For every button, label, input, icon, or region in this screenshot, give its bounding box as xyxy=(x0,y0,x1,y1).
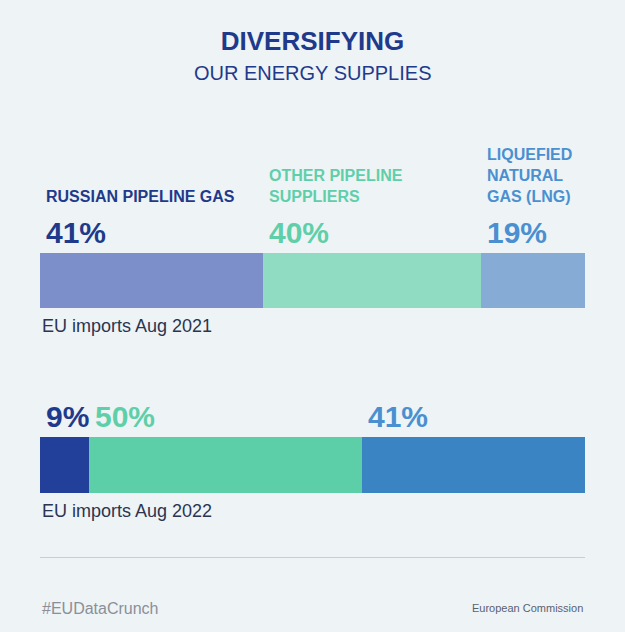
svg-text:19%: 19% xyxy=(487,216,547,249)
svg-text:European Commission: European Commission xyxy=(472,602,583,614)
svg-text:OUR ENERGY SUPPLIES: OUR ENERGY SUPPLIES xyxy=(194,62,431,84)
svg-text:50%: 50% xyxy=(95,400,155,433)
svg-text:#EUDataCrunch: #EUDataCrunch xyxy=(42,600,159,617)
svg-text:41%: 41% xyxy=(46,216,106,249)
svg-text:9%: 9% xyxy=(46,400,89,433)
svg-text:EU imports Aug 2022: EU imports Aug 2022 xyxy=(42,501,212,521)
svg-text:41%: 41% xyxy=(368,400,428,433)
svg-text:OTHER PIPELINESUPPLIERS: OTHER PIPELINESUPPLIERS xyxy=(269,167,403,205)
svg-text:RUSSIAN PIPELINE GAS: RUSSIAN PIPELINE GAS xyxy=(46,188,235,205)
svg-text:LIQUEFIEDNATURALGAS (LNG): LIQUEFIEDNATURALGAS (LNG) xyxy=(487,146,572,205)
svg-text:DIVERSIFYING: DIVERSIFYING xyxy=(221,26,404,56)
svg-text:40%: 40% xyxy=(269,216,329,249)
svg-text:EU imports Aug 2021: EU imports Aug 2021 xyxy=(42,316,212,336)
